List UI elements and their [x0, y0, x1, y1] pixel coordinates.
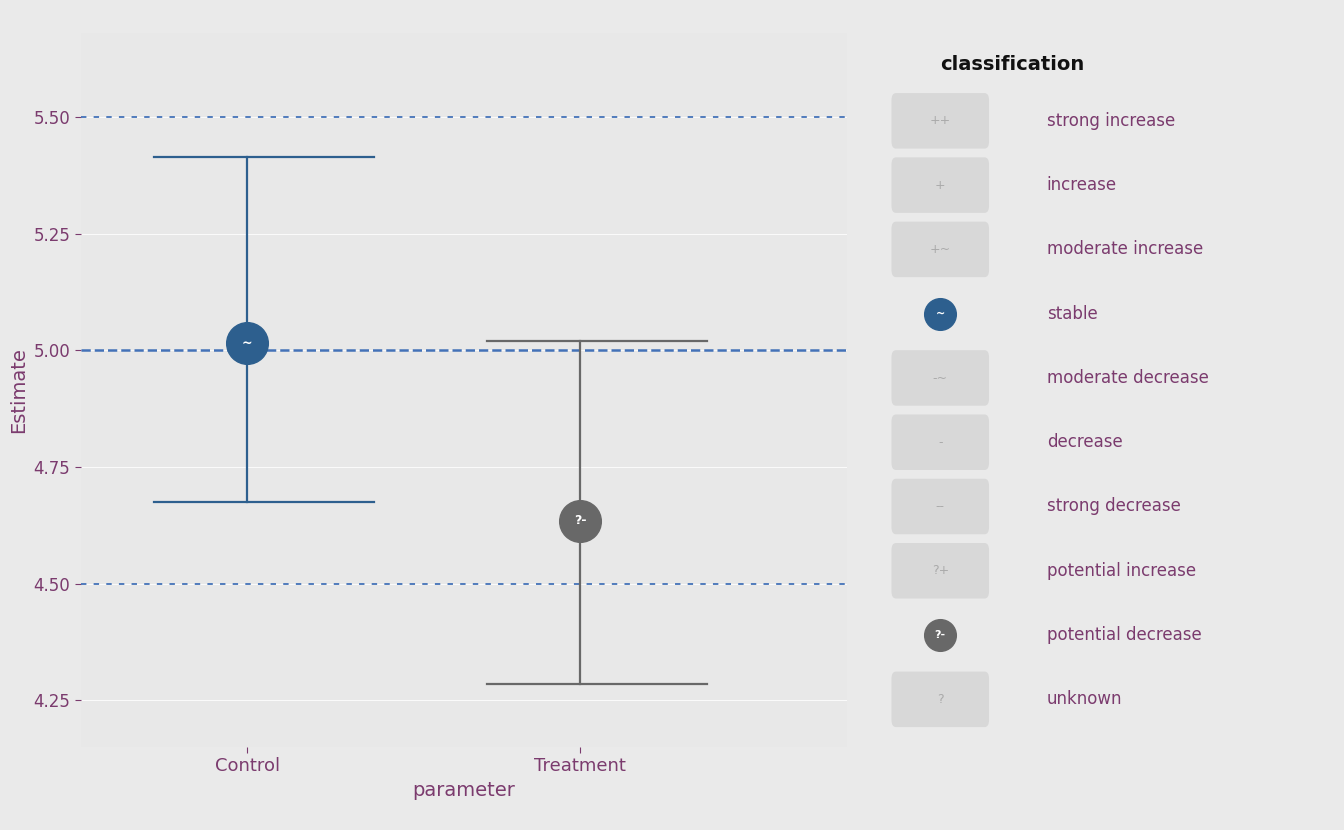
Text: +: + — [935, 178, 946, 192]
FancyBboxPatch shape — [891, 479, 989, 535]
Text: ?-: ?- — [574, 515, 586, 527]
Text: strong decrease: strong decrease — [1047, 497, 1180, 515]
Text: ?+: ?+ — [931, 564, 949, 578]
Text: decrease: decrease — [1047, 433, 1122, 452]
Text: potential decrease: potential decrease — [1047, 626, 1202, 644]
Y-axis label: Estimate: Estimate — [9, 347, 28, 433]
Text: unknown: unknown — [1047, 691, 1122, 708]
Text: classification: classification — [941, 55, 1085, 74]
FancyBboxPatch shape — [891, 414, 989, 470]
FancyBboxPatch shape — [891, 222, 989, 277]
FancyBboxPatch shape — [891, 671, 989, 727]
Point — [237, 337, 258, 350]
Point — [570, 514, 591, 527]
FancyBboxPatch shape — [891, 543, 989, 598]
FancyBboxPatch shape — [891, 350, 989, 406]
Text: increase: increase — [1047, 176, 1117, 194]
Text: +~: +~ — [930, 243, 950, 256]
Text: ?-: ?- — [934, 630, 946, 640]
FancyBboxPatch shape — [891, 93, 989, 149]
Text: ++: ++ — [930, 115, 952, 127]
Text: stable: stable — [1047, 305, 1098, 323]
Text: ?: ? — [937, 693, 943, 706]
Text: --: -- — [935, 500, 945, 513]
FancyBboxPatch shape — [891, 158, 989, 212]
Text: potential increase: potential increase — [1047, 562, 1196, 580]
Text: ~: ~ — [242, 337, 253, 350]
Point — [930, 307, 952, 320]
X-axis label: parameter: parameter — [413, 781, 515, 800]
Text: -: - — [938, 436, 942, 449]
Text: strong increase: strong increase — [1047, 112, 1175, 129]
Text: moderate increase: moderate increase — [1047, 241, 1203, 258]
Point — [930, 628, 952, 642]
Text: moderate decrease: moderate decrease — [1047, 369, 1208, 387]
Text: ~: ~ — [935, 309, 945, 319]
Text: -~: -~ — [933, 372, 948, 384]
